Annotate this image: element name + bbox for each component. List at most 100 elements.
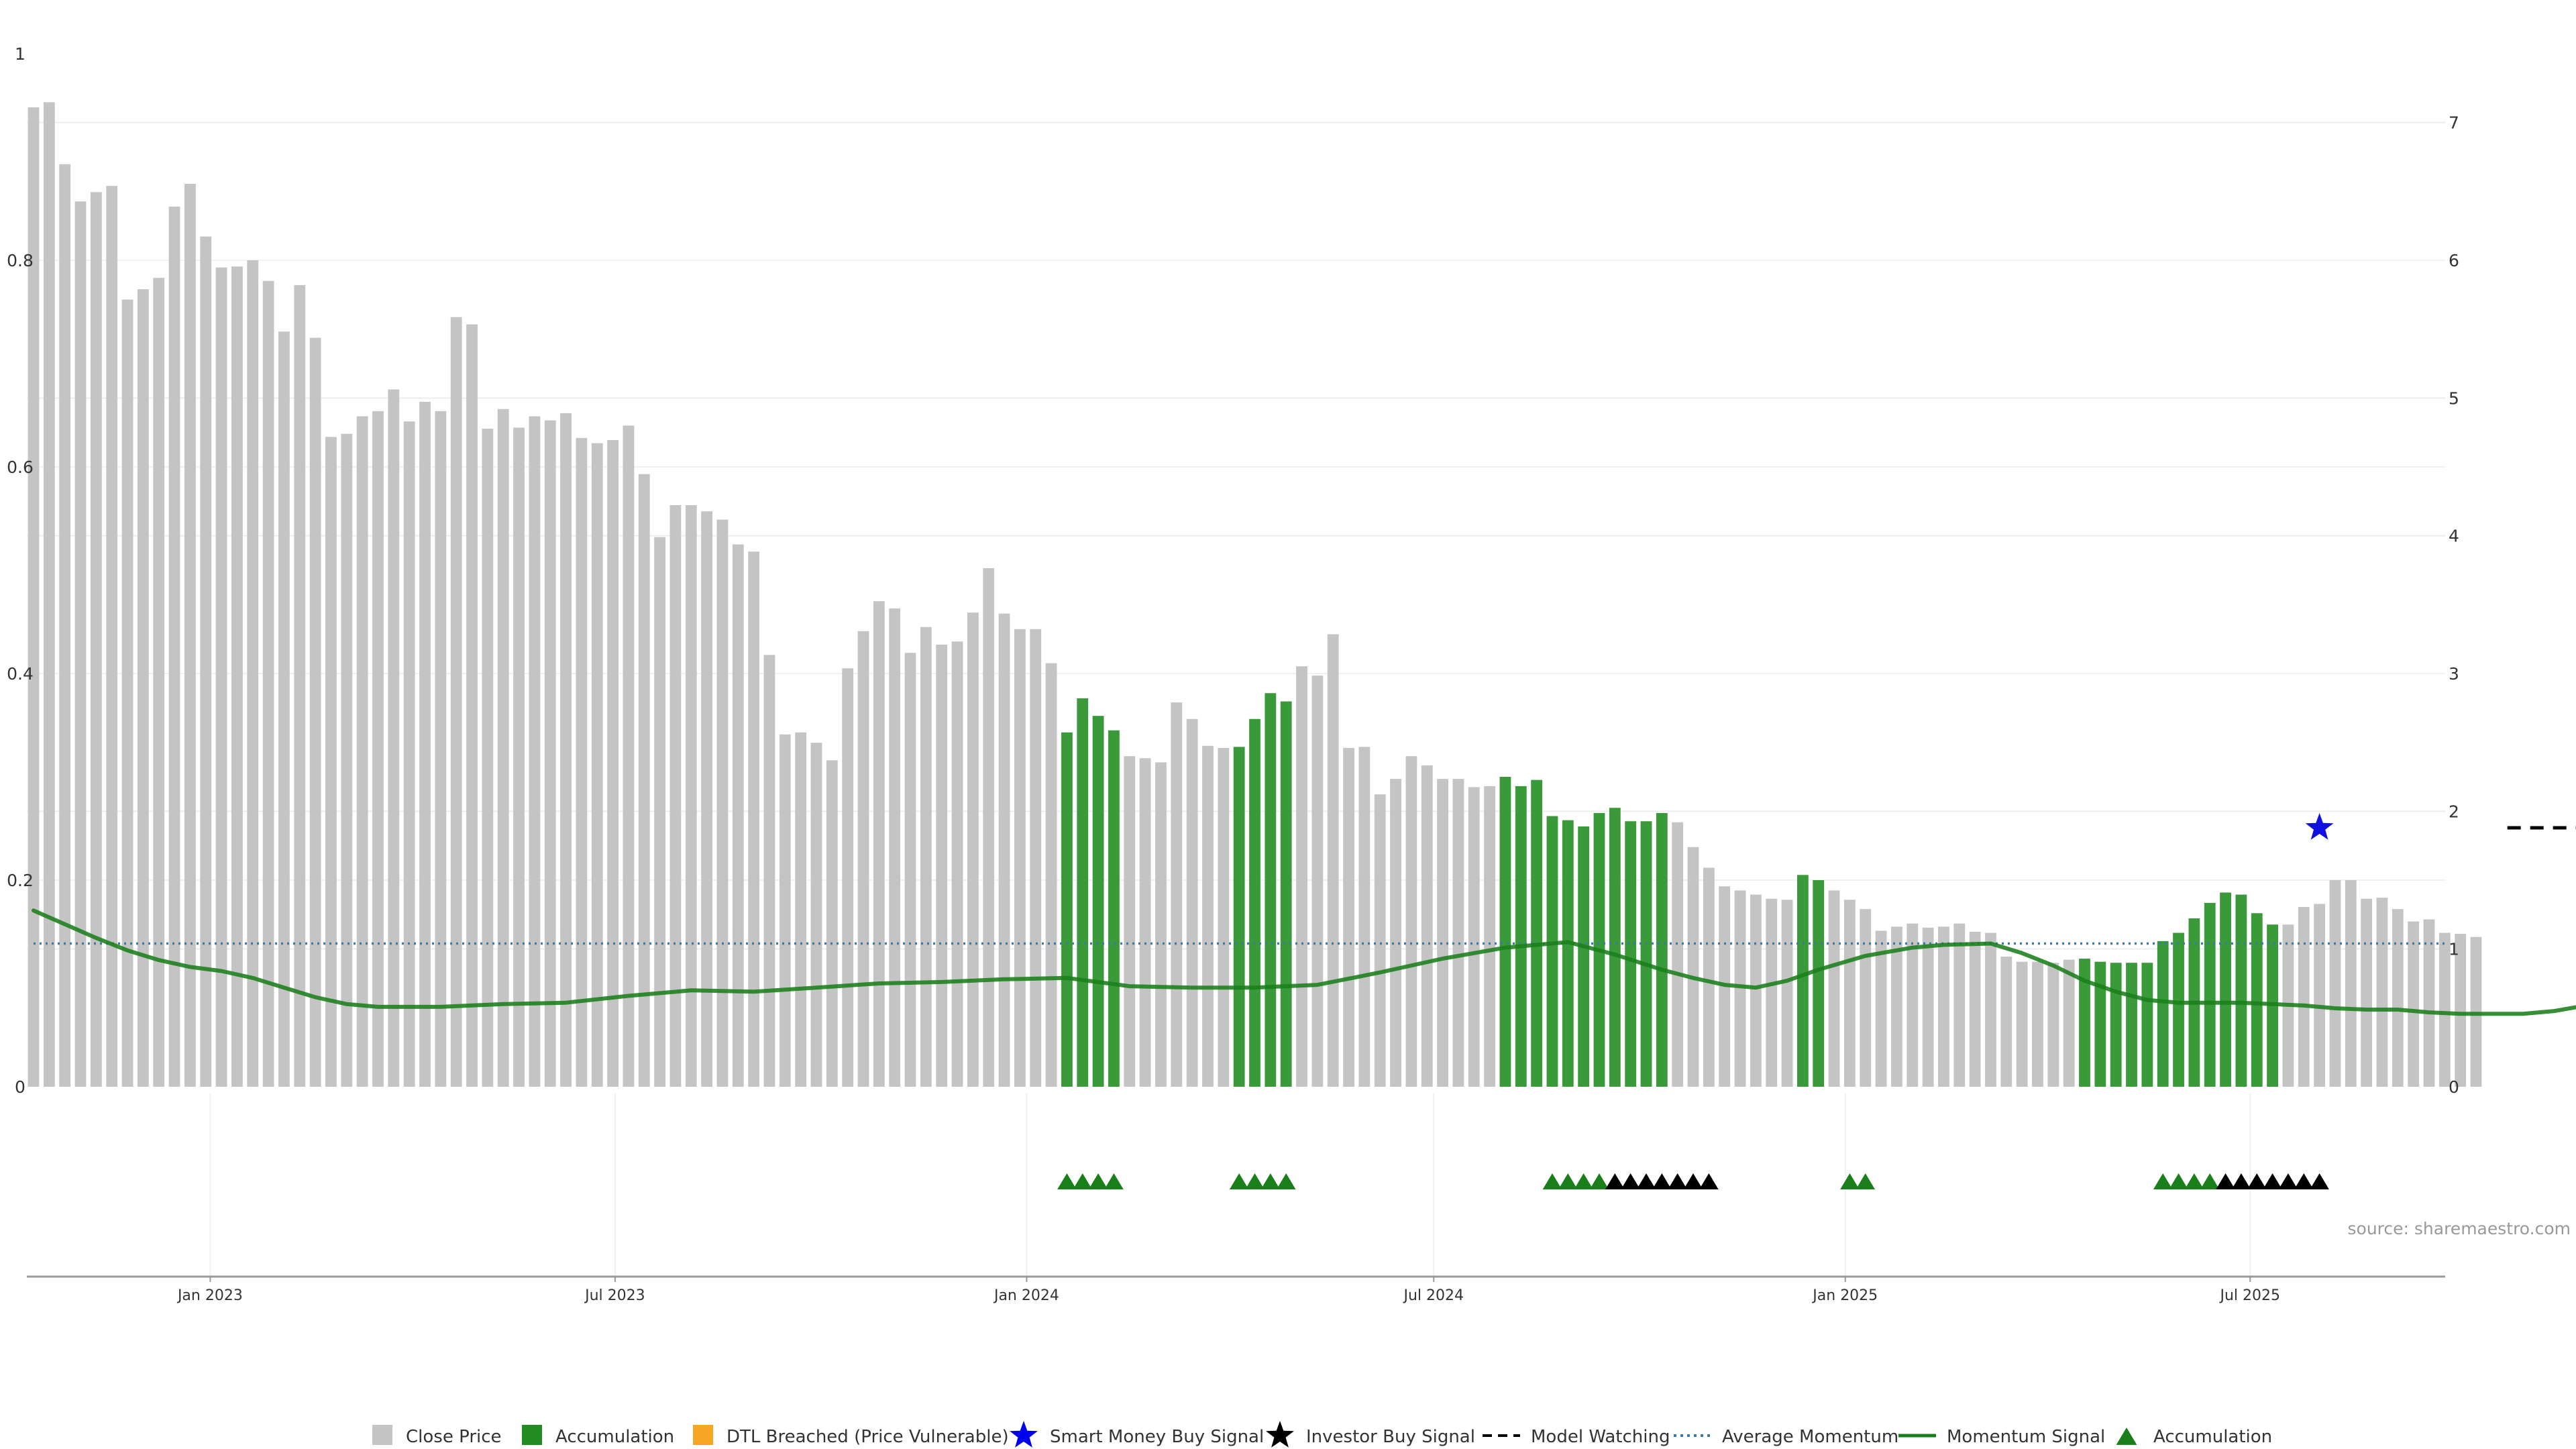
close-price-bar — [1155, 762, 1167, 1087]
accumulation-bar — [2173, 932, 2184, 1087]
close-price-bar — [74, 201, 87, 1087]
accumulation-bar — [1265, 693, 1277, 1087]
accumulation-marker — [2153, 1173, 2173, 1190]
close-price-bar — [1687, 847, 1699, 1087]
y-left-tick-label: 0.4 — [7, 664, 34, 684]
investor-buy-marker — [2216, 1173, 2235, 1190]
close-price-bar — [2329, 880, 2341, 1087]
close-price-bar — [701, 511, 713, 1087]
close-price-bar — [450, 317, 462, 1087]
close-price-bar — [1907, 923, 1919, 1087]
accumulation-bar — [1625, 821, 1637, 1087]
accumulation-bar — [1499, 777, 1511, 1087]
close-price-bar — [121, 299, 133, 1087]
accumulation-bar — [1640, 821, 1652, 1087]
investor-buy-marker — [1668, 1173, 1687, 1190]
close-price-bar — [1124, 756, 1136, 1087]
close-price-bar — [1891, 926, 1902, 1087]
close-price-bar — [576, 437, 588, 1087]
accumulation-bar — [2141, 963, 2153, 1087]
close-price-bar — [184, 184, 196, 1087]
legend-label: Close Price — [406, 1427, 502, 1447]
close-price-bar — [137, 289, 149, 1087]
close-price-bar — [1922, 927, 1934, 1087]
accumulation-marker — [1245, 1173, 1265, 1190]
investor-buy-marker — [1605, 1173, 1625, 1190]
y-left-tick-label: 0.6 — [7, 458, 34, 477]
close-price-bar — [873, 601, 885, 1087]
legend-item: Model Watching — [1483, 1427, 1670, 1447]
legend-label: Momentum Signal — [1947, 1427, 2105, 1447]
close-price-bar — [2361, 898, 2373, 1087]
close-price-bar — [2455, 934, 2467, 1087]
close-price-bar — [2345, 880, 2357, 1087]
accumulation-bar — [1077, 698, 1089, 1087]
close-price-bar — [2063, 959, 2075, 1087]
x-tick-label: Jan 2024 — [993, 1287, 1059, 1304]
close-price-bar — [1734, 890, 1746, 1087]
close-price-bar — [2032, 961, 2043, 1087]
close-price-bar — [1844, 900, 1856, 1087]
close-price-bar — [247, 260, 259, 1087]
legend-label: Accumulation — [2153, 1427, 2272, 1447]
accumulation-bar — [2235, 894, 2247, 1087]
accumulation-bar — [1515, 786, 1527, 1087]
source-label: source: sharemaestro.com — [2348, 1219, 2571, 1238]
investor-buy-marker — [2278, 1173, 2298, 1190]
axes: Jan 2023 Jul 2023 Jan 2024 Jul 2024 Jan 2025… — [7, 44, 2459, 1304]
accumulation-bar — [1562, 820, 1574, 1087]
close-price-bar — [857, 631, 869, 1087]
accumulation-bar — [1656, 812, 1668, 1087]
legend-item: Accumulation — [2116, 1427, 2272, 1447]
accumulation-marker — [2169, 1173, 2188, 1190]
legend-item: Investor Buy Signal — [1266, 1421, 1475, 1448]
legend-label: Investor Buy Signal — [1306, 1427, 1475, 1447]
close-price-bar — [1374, 794, 1386, 1087]
close-price-bar — [1171, 702, 1183, 1087]
legend-swatch — [693, 1425, 713, 1445]
legend-item: Momentum Signal — [1898, 1427, 2105, 1447]
y-right-tick-label: 7 — [2449, 113, 2459, 133]
close-price-bar — [1703, 867, 1715, 1087]
y-right-tick-label: 1 — [2449, 940, 2459, 959]
close-price-bar — [1311, 676, 1324, 1087]
x-tick-label: Jul 2025 — [2218, 1287, 2280, 1304]
accumulation-bar — [1546, 816, 1558, 1087]
close-price-bar — [309, 337, 321, 1087]
accumulation-bar — [1796, 875, 1809, 1087]
accumulation-bar — [2204, 902, 2216, 1087]
accumulation-marker — [1088, 1173, 1108, 1190]
close-price-bar — [2047, 963, 2059, 1087]
close-price-bar — [2392, 909, 2404, 1087]
accumulation-marker — [1073, 1173, 1093, 1190]
legend-item: Smart Money Buy Signal — [1010, 1421, 1264, 1448]
accumulation-bar — [1578, 826, 1590, 1087]
legend-triangle-icon — [2116, 1428, 2137, 1445]
investor-buy-marker — [2310, 1173, 2329, 1190]
close-price-bar — [1343, 747, 1354, 1087]
investor-buy-marker — [1621, 1173, 1640, 1190]
y-right-tick-label: 6 — [2449, 251, 2459, 270]
close-price-bar — [669, 504, 682, 1087]
accumulation-marker — [1260, 1173, 1281, 1190]
close-price-bar — [1953, 923, 1966, 1087]
close-price-bar — [403, 421, 415, 1087]
close-price-bar — [106, 186, 118, 1087]
investor-buy-marker — [2294, 1173, 2314, 1190]
y-left-tick-label: 0.2 — [7, 871, 34, 890]
close-price-bar — [372, 411, 384, 1087]
investor-buy-marker — [1699, 1173, 1719, 1190]
investor-buy-marker — [1652, 1173, 1672, 1190]
accumulation-bar — [1249, 718, 1260, 1087]
accumulation-marker — [2200, 1173, 2220, 1190]
legend-label: Model Watching — [1531, 1427, 1670, 1447]
close-price-bar — [1985, 932, 1996, 1087]
close-price-bar — [153, 278, 165, 1087]
close-price-bar — [544, 420, 556, 1087]
close-price-bar — [1186, 718, 1198, 1087]
accumulation-marker — [1574, 1173, 1593, 1190]
close-price-bar — [231, 266, 243, 1087]
investor-buy-marker — [2231, 1173, 2251, 1190]
close-price-bar — [2298, 907, 2310, 1087]
